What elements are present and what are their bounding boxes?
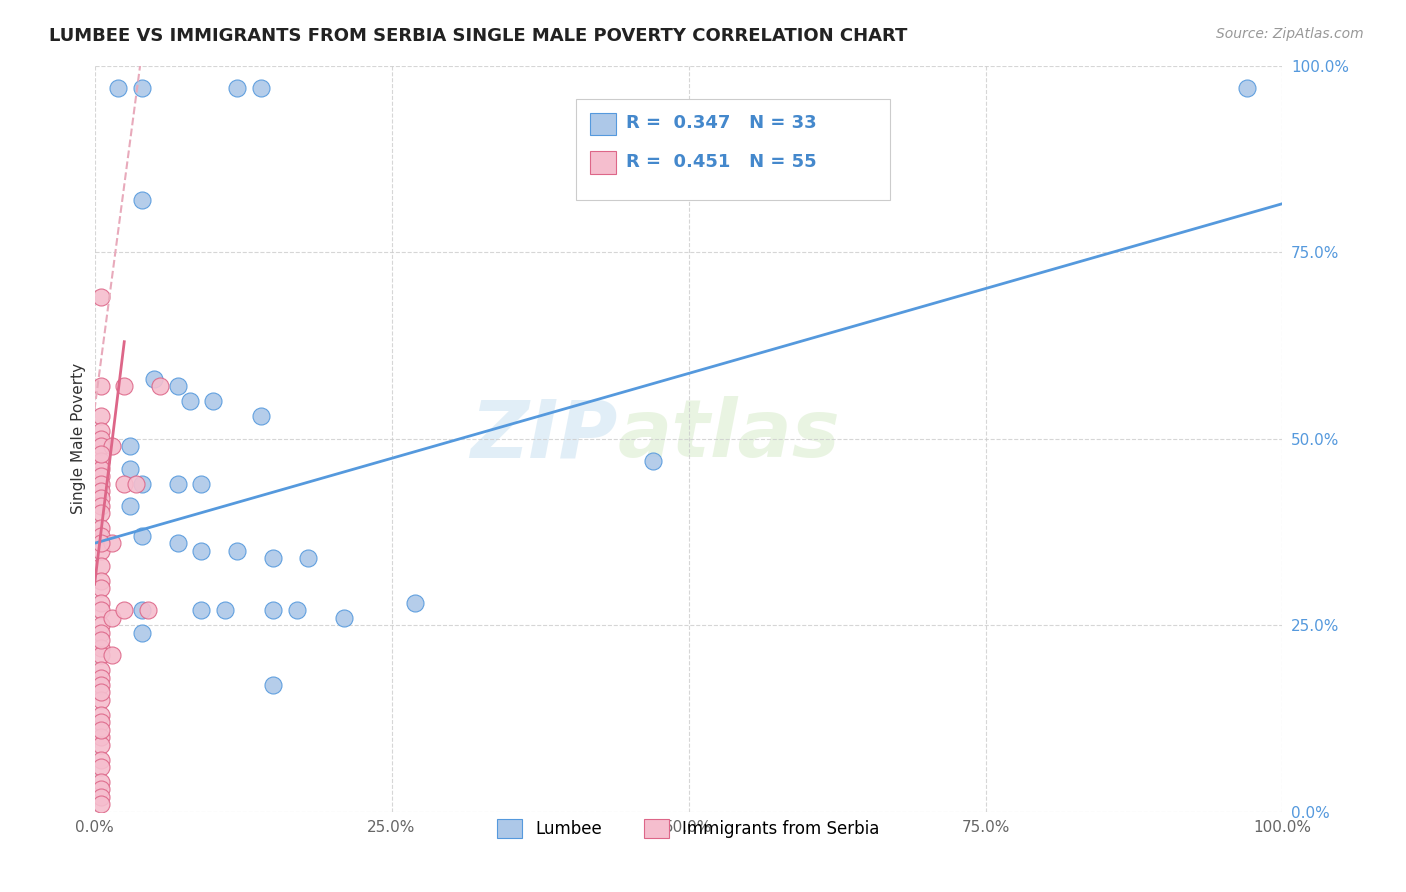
- Point: [89, 290, 111, 304]
- Point: [262, 603, 284, 617]
- Point: [143, 372, 166, 386]
- Text: R =  0.451   N = 55: R = 0.451 N = 55: [626, 153, 817, 171]
- Point: [166, 476, 188, 491]
- Point: [190, 603, 212, 617]
- Point: [262, 678, 284, 692]
- Point: [202, 394, 225, 409]
- Point: [89, 483, 111, 498]
- Point: [250, 81, 273, 95]
- Point: [89, 648, 111, 662]
- Point: [89, 663, 111, 677]
- Point: [89, 678, 111, 692]
- Point: [641, 454, 664, 468]
- Point: [89, 715, 111, 730]
- FancyBboxPatch shape: [591, 152, 616, 174]
- Point: [89, 782, 111, 797]
- Point: [89, 439, 111, 453]
- Point: [89, 775, 111, 789]
- Point: [89, 507, 111, 521]
- Point: [89, 379, 111, 393]
- Point: [120, 461, 142, 475]
- Y-axis label: Single Male Poverty: Single Male Poverty: [72, 363, 86, 515]
- Point: [89, 469, 111, 483]
- Point: [131, 193, 153, 207]
- Point: [89, 760, 111, 774]
- Point: [89, 476, 111, 491]
- Point: [131, 81, 153, 95]
- Point: [89, 671, 111, 685]
- Point: [89, 723, 111, 737]
- Point: [120, 499, 142, 513]
- Point: [89, 409, 111, 424]
- Point: [285, 603, 308, 617]
- Point: [89, 499, 111, 513]
- Point: [89, 731, 111, 745]
- Text: LUMBEE VS IMMIGRANTS FROM SERBIA SINGLE MALE POVERTY CORRELATION CHART: LUMBEE VS IMMIGRANTS FROM SERBIA SINGLE …: [49, 27, 908, 45]
- Point: [226, 81, 249, 95]
- Point: [149, 379, 172, 393]
- Point: [89, 625, 111, 640]
- Text: Source: ZipAtlas.com: Source: ZipAtlas.com: [1216, 27, 1364, 41]
- Point: [89, 461, 111, 475]
- Point: [89, 543, 111, 558]
- Point: [101, 648, 124, 662]
- Point: [107, 81, 129, 95]
- Point: [112, 603, 135, 617]
- Point: [404, 596, 426, 610]
- Point: [89, 454, 111, 468]
- Text: atlas: atlas: [617, 396, 839, 474]
- Point: [89, 738, 111, 752]
- Point: [89, 596, 111, 610]
- Point: [101, 536, 124, 550]
- Point: [89, 685, 111, 699]
- Point: [112, 476, 135, 491]
- Point: [179, 394, 201, 409]
- Point: [190, 543, 212, 558]
- Point: [131, 603, 153, 617]
- Point: [131, 625, 153, 640]
- Point: [101, 611, 124, 625]
- FancyBboxPatch shape: [591, 112, 616, 135]
- Text: R =  0.347   N = 33: R = 0.347 N = 33: [626, 114, 817, 132]
- Point: [214, 603, 236, 617]
- Point: [89, 707, 111, 722]
- Point: [125, 476, 148, 491]
- FancyBboxPatch shape: [575, 99, 890, 200]
- Point: [262, 551, 284, 566]
- Point: [250, 409, 273, 424]
- Point: [333, 611, 356, 625]
- Point: [101, 439, 124, 453]
- Point: [131, 476, 153, 491]
- Point: [89, 603, 111, 617]
- Point: [89, 640, 111, 655]
- Point: [89, 521, 111, 535]
- Point: [89, 447, 111, 461]
- Point: [112, 379, 135, 393]
- Point: [89, 581, 111, 595]
- Point: [226, 543, 249, 558]
- Point: [136, 603, 159, 617]
- Point: [190, 476, 212, 491]
- Point: [89, 529, 111, 543]
- Point: [89, 491, 111, 506]
- Point: [89, 536, 111, 550]
- Point: [89, 432, 111, 446]
- Point: [89, 558, 111, 573]
- Point: [89, 789, 111, 804]
- Point: [89, 424, 111, 438]
- Point: [166, 536, 188, 550]
- Point: [297, 551, 319, 566]
- Point: [89, 618, 111, 632]
- Text: ZIP: ZIP: [470, 396, 617, 474]
- Point: [120, 439, 142, 453]
- Point: [166, 379, 188, 393]
- Point: [89, 633, 111, 648]
- Point: [89, 797, 111, 812]
- Legend: Lumbee, Immigrants from Serbia: Lumbee, Immigrants from Serbia: [491, 812, 886, 845]
- Point: [131, 529, 153, 543]
- Point: [89, 574, 111, 588]
- Point: [89, 693, 111, 707]
- Point: [89, 753, 111, 767]
- Point: [1236, 81, 1258, 95]
